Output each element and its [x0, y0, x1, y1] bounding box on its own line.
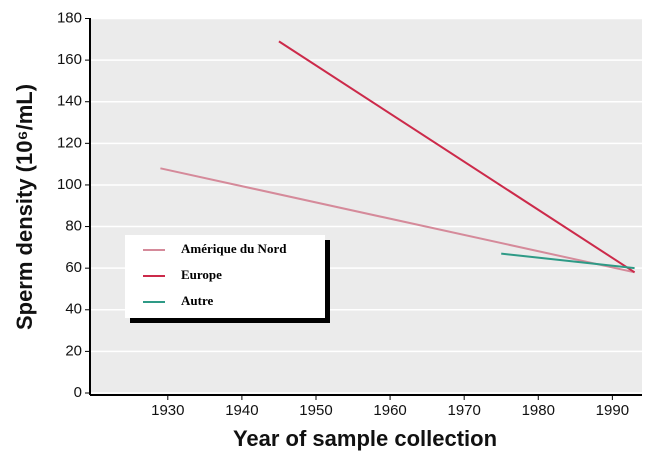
- y-tick-label: 0: [74, 384, 82, 401]
- y-tick-label: 40: [65, 301, 82, 318]
- plot-background: [90, 18, 642, 395]
- y-tick-label: 20: [65, 342, 82, 359]
- y-tick-label: 140: [57, 93, 82, 110]
- x-tick-label: 1980: [522, 402, 555, 419]
- x-tick-label: 1930: [151, 402, 184, 419]
- x-tick-label: 1940: [225, 402, 258, 419]
- y-tick-label: 60: [65, 259, 82, 276]
- legend-label: Europe: [181, 267, 222, 282]
- y-tick-label: 120: [57, 134, 82, 151]
- x-tick-label: 1970: [447, 402, 480, 419]
- y-axis-label: Sperm density (10⁶/mL): [12, 84, 37, 330]
- y-tick-label: 80: [65, 218, 82, 235]
- x-axis-label: Year of sample collection: [233, 426, 497, 451]
- y-tick-label: 100: [57, 176, 82, 193]
- legend-label: Autre: [181, 293, 213, 308]
- x-tick-label: 1960: [373, 402, 406, 419]
- series-line: [501, 252, 635, 270]
- x-tick-label: 1990: [596, 402, 629, 419]
- y-tick-label: 160: [57, 51, 82, 68]
- x-tick-label: 1950: [299, 402, 332, 419]
- y-tick-label: 180: [57, 9, 82, 26]
- series-line: [278, 40, 636, 274]
- legend-label: Amérique du Nord: [181, 241, 287, 256]
- series-line: [160, 167, 635, 274]
